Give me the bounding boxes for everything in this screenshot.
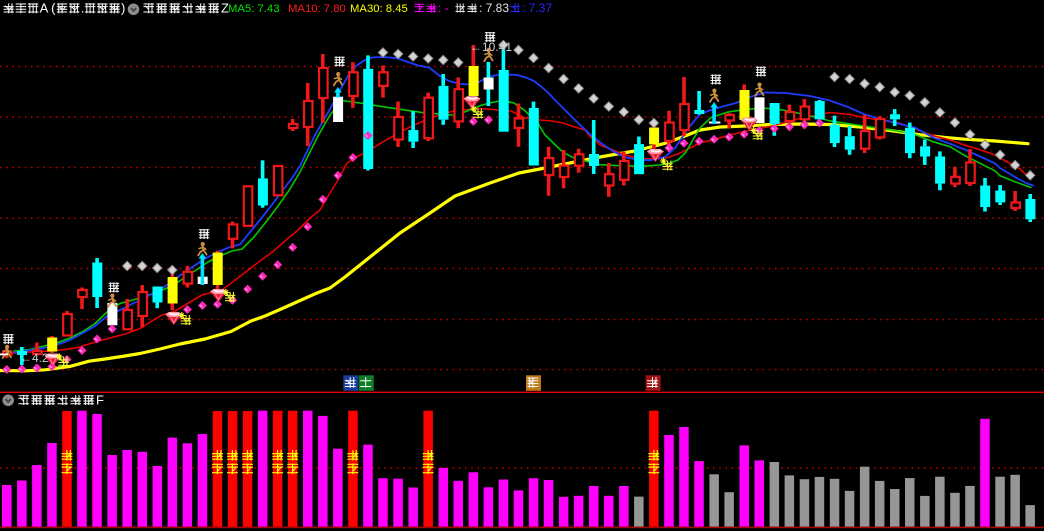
svg-text:: -: : - <box>438 1 449 15</box>
svg-text:F: F <box>96 392 104 407</box>
svg-text:: 7.83: : 7.83 <box>479 1 509 15</box>
svg-text:MA10: 7.80: MA10: 7.80 <box>288 3 346 15</box>
svg-text:): ) <box>121 1 125 16</box>
svg-text:.: . <box>81 1 85 16</box>
svg-text:←4.2: ←4.2 <box>20 351 49 365</box>
svg-text:Z: Z <box>221 1 229 16</box>
svg-text:MA5: 7.43: MA5: 7.43 <box>228 3 280 15</box>
svg-text:: 7.37: : 7.37 <box>522 1 552 15</box>
svg-text:←10.41: ←10.41 <box>470 40 512 54</box>
svg-text:MA30: 8.45: MA30: 8.45 <box>350 3 408 15</box>
svg-text:A (: A ( <box>40 1 57 16</box>
